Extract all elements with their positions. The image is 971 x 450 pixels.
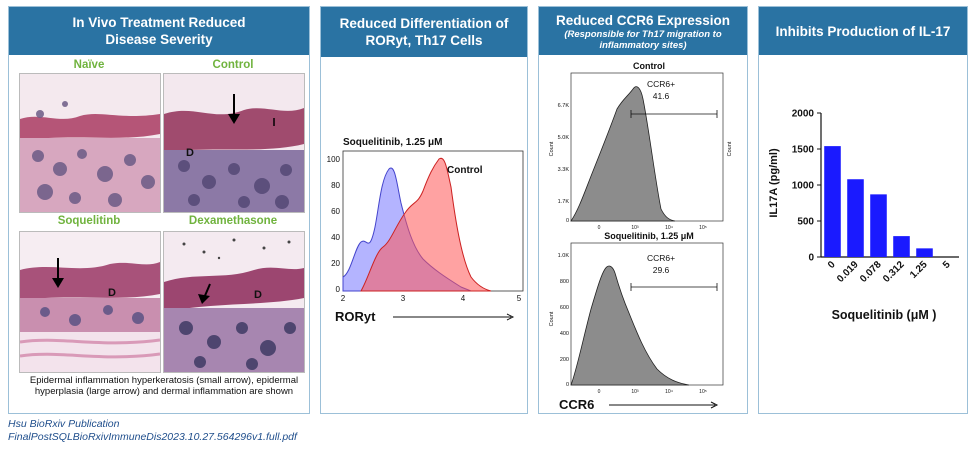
- roryt-histogram: Soquelitinib, 1.25 μM Control 100 80 60 …: [327, 137, 524, 324]
- ccr6-bottom-ytick: 0: [566, 382, 569, 388]
- in-vivo-title-line1: In Vivo Treatment Reduced: [72, 15, 246, 30]
- differentiation-title-line1: Reduced Differentiation of: [339, 16, 509, 31]
- roryt-ytick: 100: [327, 155, 341, 164]
- histology-soquelitinib-image: D: [19, 231, 161, 373]
- ccr6-top-xtick: 0: [598, 225, 601, 231]
- ccr6-top-ytick: 5.0K: [558, 135, 570, 141]
- ccr6-top-ytick: 3.3K: [558, 167, 570, 173]
- histology-control-image: D: [163, 73, 305, 213]
- histology-naive-image: [19, 73, 161, 213]
- roryt-ytick: 80: [331, 181, 340, 190]
- label-naive: Naïve: [73, 59, 105, 71]
- il17-bar: [824, 146, 841, 257]
- il17-ytick-label: 1500: [792, 145, 815, 156]
- ccr6-top-ylabel-right: Count: [727, 141, 733, 156]
- il17-xtick-label: 0.078: [858, 259, 884, 285]
- ccr6-bottom-xtick: 10³: [631, 389, 639, 395]
- il17-ylabel: IL17A (pg/ml): [768, 148, 780, 218]
- ccr6-panel: Reduced CCR6 Expression (Responsible for…: [538, 6, 748, 414]
- ccr6-bottom-xtick: 10⁵: [699, 389, 707, 395]
- roryt-control-curve: [360, 157, 492, 292]
- marker-d-dexamethasone: D: [254, 289, 262, 301]
- label-control: Control: [212, 59, 254, 71]
- ccr6-bottom-ytick: 200: [560, 357, 569, 363]
- ccr6-control-curve: [570, 86, 676, 222]
- il17-xtick-label: 1.25: [908, 259, 930, 281]
- in-vivo-caption: Epidermal inflammation hyperkeratosis (s…: [29, 375, 299, 397]
- roryt-ytick: 60: [331, 207, 340, 216]
- roryt-control-label: Control: [447, 165, 483, 176]
- il17-xtick-label: 0.312: [881, 259, 907, 285]
- ccr6-control-gate-label: CCR6+: [647, 79, 675, 89]
- ccr6-top-ytick: 1.7K: [558, 199, 570, 205]
- footer-line2: FinalPostSQLBioRxivImmuneDis2023.10.27.5…: [8, 431, 297, 443]
- ccr6-subtitle-line2: inflammatory sites): [599, 39, 687, 51]
- roryt-ytick: 20: [331, 259, 340, 268]
- il17-bar: [916, 248, 933, 257]
- il17-header: Inhibits Production of IL-17: [759, 7, 967, 55]
- ccr6-xlabel: CCR6: [559, 397, 594, 412]
- il17-bar-chart: IL17A (pg/ml) Soquelitinib (μM ) 0 500 100…: [768, 109, 959, 322]
- ccr6-title: Reduced CCR6 Expression: [555, 12, 731, 28]
- differentiation-panel: Reduced Differentiation of RORyt, Th17 C…: [320, 6, 528, 414]
- ccr6-soq-gate-label: CCR6+: [647, 253, 675, 263]
- il17-ytick-label: 0: [808, 253, 814, 264]
- marker-d-control: D: [186, 147, 194, 159]
- il17-bar: [893, 236, 910, 257]
- roryt-ytick: 40: [331, 233, 340, 242]
- differentiation-header: Reduced Differentiation of RORyt, Th17 C…: [321, 7, 527, 57]
- roryt-soq-label: Soquelitinib, 1.25 μM: [343, 137, 442, 148]
- il17-ytick-label: 1000: [792, 181, 815, 192]
- roryt-ytick: 0: [336, 285, 341, 294]
- ccr6-bottom-ytick: 400: [560, 331, 569, 337]
- ccr6-top-xtick: 10⁵: [699, 225, 707, 231]
- ccr6-control-histogram: Control CCR6+ 41.6 6.7K 5.0K 3.3K 1.7K 0…: [549, 61, 733, 231]
- ccr6-header: Reduced CCR6 Expression (Responsible for…: [539, 7, 747, 55]
- ccr6-top-xtick: 10³: [631, 225, 639, 231]
- ccr6-bottom-ylabel: Count: [549, 311, 555, 326]
- ccr6-soq-title: Soquelitinib, 1.25 μM: [604, 231, 694, 241]
- histology-dexamethasone-image: D: [163, 231, 305, 373]
- ccr6-top-ylabel: Count: [549, 141, 555, 156]
- marker-d-soquelitinib: D: [108, 287, 116, 299]
- footer-line1: Hsu BioRxiv Publication: [8, 418, 120, 430]
- ccr6-bottom-xtick: 10⁴: [665, 389, 673, 395]
- ccr6-control-title: Control: [633, 61, 665, 71]
- il17-xtick-label: 5: [941, 259, 953, 271]
- ccr6-bottom-ytick: 800: [560, 279, 569, 285]
- roryt-xtick: 5: [517, 294, 522, 303]
- ccr6-bottom-xtick: 0: [598, 389, 601, 395]
- footer-citation: Hsu BioRxiv Publication FinalPostSQLBioR…: [8, 418, 297, 444]
- il17-xlabel: Soquelitinib (μM ): [832, 308, 937, 322]
- label-dexamethasone: Dexamethasone: [188, 215, 278, 227]
- ccr6-soq-curve: [570, 265, 690, 386]
- ccr6-bottom-ytick: 1.0K: [558, 253, 570, 259]
- ccr6-bottom-ytick: 600: [560, 305, 569, 311]
- il17-panel: Inhibits Production of IL-17 IL17A (pg/m…: [758, 6, 968, 414]
- roryt-xtick: 4: [461, 294, 466, 303]
- in-vivo-title-line2: Disease Severity: [105, 32, 213, 47]
- label-soquelitinib: Soquelitinb: [57, 215, 121, 227]
- il17-ytick-label: 2000: [792, 109, 815, 120]
- il17-bar: [870, 194, 887, 257]
- il17-xtick-label: 0: [826, 259, 838, 271]
- il17-title: Inhibits Production of IL-17: [775, 23, 951, 39]
- ccr6-soquelitinib-histogram: Soquelitinib, 1.25 μM CCR6+ 29.6 1.0K 80…: [549, 231, 724, 412]
- il17-ytick-label: 500: [797, 217, 814, 228]
- in-vivo-panel: In Vivo Treatment Reduced Disease Severi…: [8, 6, 310, 414]
- differentiation-title-line2: RORyt, Th17 Cells: [365, 33, 483, 48]
- roryt-xtick: 2: [341, 294, 346, 303]
- ccr6-top-ytick: 6.7K: [558, 103, 570, 109]
- roryt-xtick: 3: [401, 294, 406, 303]
- il17-xtick-label: 0.019: [835, 259, 861, 285]
- roryt-xlabel: RORyt: [335, 309, 376, 324]
- ccr6-soq-gate-value: 29.6: [653, 265, 670, 275]
- ccr6-top-xtick: 10⁴: [665, 225, 673, 231]
- ccr6-control-gate-value: 41.6: [653, 91, 670, 101]
- il17-bar: [847, 179, 864, 257]
- ccr6-subtitle-line1: (Responsible for Th17 migration to: [564, 28, 722, 40]
- ccr6-top-ytick: 0: [566, 218, 569, 224]
- in-vivo-header: In Vivo Treatment Reduced Disease Severi…: [9, 7, 309, 55]
